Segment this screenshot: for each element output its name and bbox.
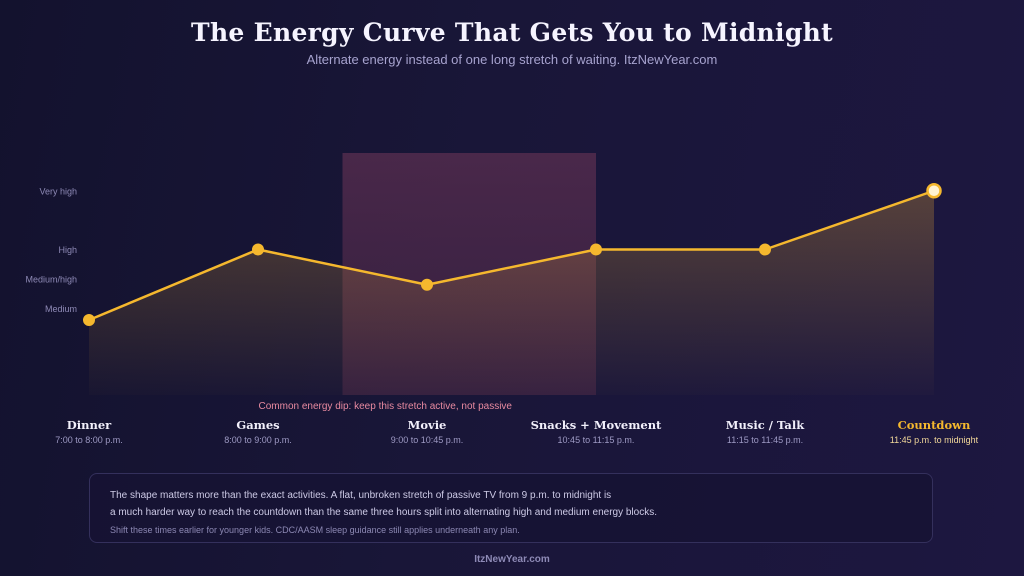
time-label-games: 8:00 to 9:00 p.m. bbox=[224, 435, 292, 445]
explanation-line-1: The shape matters more than the exact ac… bbox=[110, 490, 612, 501]
explanation-caveat: Shift these times earlier for younger ki… bbox=[110, 525, 520, 535]
time-label-music-talk: 11:15 to 11:45 p.m. bbox=[727, 435, 803, 445]
activity-label-snacks-movement: Snacks + Movement bbox=[531, 418, 662, 432]
explanation-box: The shape matters more than the exact ac… bbox=[89, 473, 933, 543]
chart-subtitle: Alternate energy instead of one long str… bbox=[306, 52, 718, 67]
energy-curve-chart: Common energy dip: keep this stretch act… bbox=[25, 153, 979, 445]
energy-area-fill bbox=[89, 190, 934, 395]
y-tick-medium: Medium bbox=[45, 304, 77, 314]
time-label-snacks-movement: 10:45 to 11:15 p.m. bbox=[558, 435, 635, 445]
energy-dip-label: Common energy dip: keep this stretch act… bbox=[259, 401, 513, 412]
activity-label-dinner: Dinner bbox=[67, 418, 112, 432]
time-label-movie: 9:00 to 10:45 p.m. bbox=[391, 435, 464, 445]
activity-label-movie: Movie bbox=[408, 418, 447, 432]
point-marker-games bbox=[252, 243, 264, 256]
activity-label-music-talk: Music / Talk bbox=[726, 418, 805, 432]
point-marker-movie bbox=[421, 278, 433, 291]
point-marker-snacks-movement bbox=[590, 243, 602, 256]
point-marker-music-talk bbox=[759, 243, 771, 256]
activity-label-countdown: Countdown bbox=[898, 418, 971, 432]
point-marker-countdown bbox=[926, 183, 942, 199]
footer-site-name: ItzNewYear.com bbox=[474, 554, 550, 565]
time-label-countdown: 11:45 p.m. to midnight bbox=[890, 435, 979, 445]
y-tick-very-high: Very high bbox=[39, 186, 77, 196]
explanation-line-2: a much harder way to reach the countdown… bbox=[110, 507, 657, 518]
point-marker-dinner bbox=[83, 314, 95, 326]
y-tick-medium-high: Medium/high bbox=[25, 274, 77, 284]
chart-title: The Energy Curve That Gets You to Midnig… bbox=[191, 18, 833, 47]
activity-label-games: Games bbox=[236, 418, 279, 432]
y-tick-high: High bbox=[58, 245, 77, 255]
energy-curve-line bbox=[88, 189, 935, 322]
time-label-dinner: 7:00 to 8:00 p.m. bbox=[55, 435, 123, 445]
